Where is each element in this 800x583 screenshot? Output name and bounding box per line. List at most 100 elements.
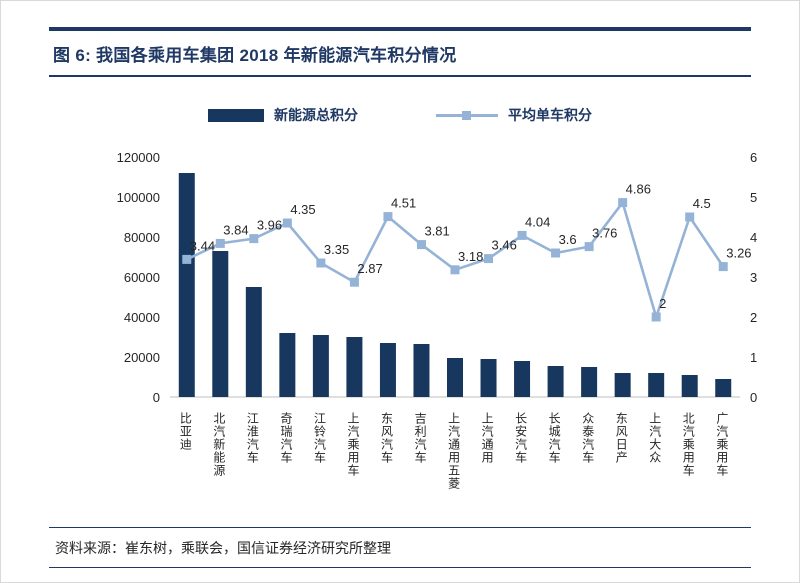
data-label: 3.76 bbox=[592, 226, 617, 241]
bar bbox=[614, 373, 631, 397]
bar bbox=[480, 359, 497, 397]
chart-legend: 新能源总积分 平均单车积分 bbox=[49, 105, 751, 125]
x-axis-label: 东风日产 bbox=[614, 412, 629, 464]
line-marker bbox=[584, 242, 594, 252]
data-label: 4.35 bbox=[290, 202, 315, 217]
x-axis-label: 长安汽车 bbox=[513, 412, 528, 464]
line-marker bbox=[316, 258, 326, 268]
x-axis-label: 广汽乘用车 bbox=[714, 412, 729, 477]
chart-canvas: 0 20000 40000 60000 80000 100000 120000 0 1 2 3 4 5 6… bbox=[117, 150, 758, 405]
x-axis-label: 众泰汽车 bbox=[580, 412, 595, 464]
data-label: 3.44 bbox=[190, 238, 215, 253]
data-label: 3.46 bbox=[492, 238, 517, 253]
figure-footer: 资料来源：崔东树，乘联会，国信证券经济研究所整理 bbox=[49, 527, 751, 568]
line-marker bbox=[249, 234, 259, 244]
line-marker bbox=[517, 230, 527, 240]
right-axis-tick: 0 bbox=[750, 390, 757, 405]
legend-item-bar-series: 新能源总积分 bbox=[208, 105, 358, 125]
bar bbox=[648, 373, 665, 397]
footer-rule-bottom bbox=[49, 567, 751, 568]
line-marker bbox=[349, 277, 359, 287]
data-label: 3.81 bbox=[424, 224, 449, 239]
x-axis-label: 奇瑞汽车 bbox=[278, 412, 293, 464]
line-marker bbox=[215, 238, 225, 248]
line-marker bbox=[383, 212, 393, 222]
legend-item-line-series: 平均单车积分 bbox=[436, 105, 592, 125]
left-axis-tick: 60000 bbox=[124, 270, 160, 285]
bar bbox=[379, 343, 396, 397]
bar bbox=[447, 358, 463, 397]
x-axis-label: 吉利汽车 bbox=[413, 412, 428, 464]
x-axis-label: 北汽乘用车 bbox=[681, 412, 696, 477]
left-axis-tick: 40000 bbox=[124, 310, 160, 325]
line-marker bbox=[651, 312, 661, 322]
x-axis-label: 北汽新能源 bbox=[211, 412, 226, 477]
bar bbox=[413, 344, 430, 397]
line-marker bbox=[416, 240, 426, 250]
source-note: 资料来源：崔东树，乘联会，国信证券经济研究所整理 bbox=[55, 540, 391, 556]
bar bbox=[212, 251, 229, 397]
data-label: 4.86 bbox=[626, 182, 651, 197]
bar bbox=[547, 366, 564, 397]
data-label: 4.51 bbox=[391, 196, 416, 211]
line-swatch-marker bbox=[462, 110, 471, 120]
bar bbox=[514, 361, 531, 397]
header-rule-bottom bbox=[49, 75, 751, 77]
footer-rule-top bbox=[49, 527, 751, 528]
left-axis-tick: 100000 bbox=[117, 190, 160, 205]
data-label: 3.84 bbox=[223, 222, 248, 237]
x-axis-label: 上汽通用五菱 bbox=[446, 412, 461, 490]
chart-title: 图 6: 我国各乘用车集团 2018 年新能源汽车积分情况 bbox=[53, 46, 457, 65]
right-axis-tick: 2 bbox=[750, 310, 757, 325]
right-axis-tick: 5 bbox=[750, 190, 757, 205]
header-rule-top bbox=[49, 27, 751, 31]
figure-header: 图 6: 我国各乘用车集团 2018 年新能源汽车积分情况 bbox=[49, 27, 751, 77]
bar bbox=[681, 375, 698, 397]
right-axis-tick: 6 bbox=[750, 150, 757, 165]
data-label: 3.26 bbox=[726, 246, 751, 261]
line-marker bbox=[182, 254, 192, 264]
line-marker bbox=[718, 262, 728, 272]
x-axis-label: 江淮汽车 bbox=[245, 412, 260, 464]
line-marker bbox=[618, 198, 628, 208]
right-axis-tick: 4 bbox=[750, 230, 757, 245]
data-label: 4.04 bbox=[525, 214, 550, 229]
data-label: 3.35 bbox=[324, 242, 349, 257]
bar bbox=[312, 335, 329, 397]
legend-line-label: 平均单车积分 bbox=[508, 107, 592, 123]
line-marker bbox=[450, 265, 460, 275]
line-series-swatch bbox=[436, 109, 498, 122]
data-label: 2 bbox=[659, 296, 666, 311]
data-label: 3.6 bbox=[559, 232, 577, 247]
data-label: 4.5 bbox=[693, 196, 711, 211]
left-axis-tick: 0 bbox=[153, 390, 160, 405]
bar bbox=[715, 379, 732, 397]
x-axis-label: 江铃汽车 bbox=[312, 412, 327, 464]
right-axis-tick: 3 bbox=[750, 270, 757, 285]
line-marker bbox=[685, 212, 695, 222]
bar bbox=[245, 287, 262, 397]
legend-bar-label: 新能源总积分 bbox=[274, 107, 358, 123]
x-axis-labels: 比亚迪 北汽新能源 江淮汽车 奇瑞汽车 江铃汽车 上汽乘用车 东风汽车 吉利汽车 上汽通用五菱 上… bbox=[50, 407, 750, 499]
chart-area: 0 20000 40000 60000 80000 100000 120000 0 1 2 3 4 5 6… bbox=[50, 145, 758, 499]
data-label: 2.87 bbox=[357, 261, 382, 276]
bar bbox=[346, 337, 363, 397]
x-axis-label: 东风汽车 bbox=[379, 412, 394, 464]
bar bbox=[178, 173, 195, 397]
line-marker bbox=[551, 248, 561, 258]
left-axis-tick: 120000 bbox=[117, 150, 160, 165]
x-axis-label: 上汽通用 bbox=[480, 412, 495, 464]
data-label: 3.18 bbox=[458, 249, 483, 264]
bar bbox=[581, 367, 598, 397]
left-axis-tick: 20000 bbox=[124, 350, 160, 365]
left-axis-tick: 80000 bbox=[124, 230, 160, 245]
x-axis-label: 比亚迪 bbox=[178, 412, 193, 451]
data-label: 3.96 bbox=[257, 218, 282, 233]
bar bbox=[279, 333, 296, 397]
bar-series-swatch bbox=[208, 108, 264, 122]
x-axis-label: 上汽乘用车 bbox=[346, 412, 360, 477]
right-axis-tick: 1 bbox=[750, 350, 757, 365]
x-axis-label: 上汽大众 bbox=[647, 412, 662, 464]
x-axis-label: 长城汽车 bbox=[547, 412, 562, 464]
